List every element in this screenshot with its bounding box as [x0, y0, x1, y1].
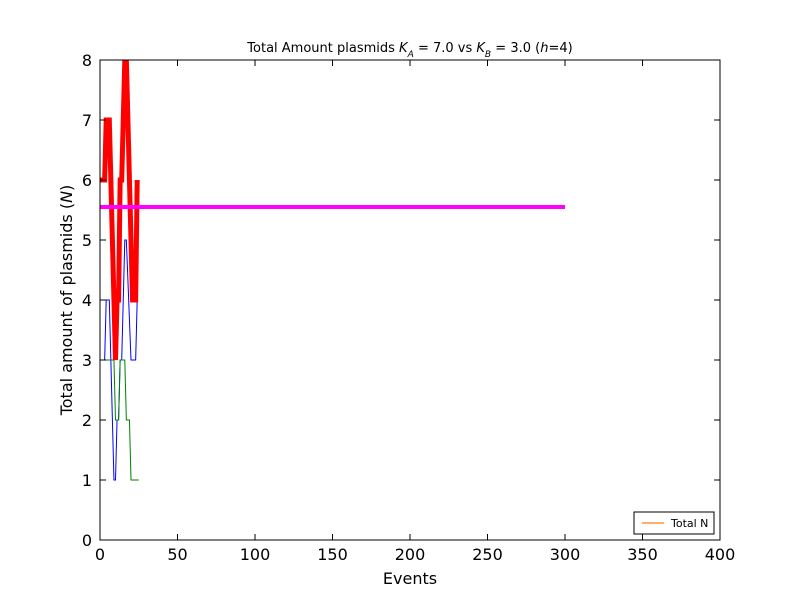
y-tick-label: 5 [82, 231, 92, 250]
x-tick-label: 150 [317, 545, 348, 564]
x-tick-label: 50 [167, 545, 187, 564]
legend-label: Total N [670, 517, 708, 530]
x-tick-label: 350 [627, 545, 658, 564]
x-tick-label: 100 [240, 545, 271, 564]
plot-frame [99, 59, 721, 541]
x-tick-label: 300 [550, 545, 581, 564]
legend: Total N [633, 511, 715, 535]
y-tick-label: 0 [82, 531, 92, 550]
series-group [100, 60, 565, 481]
x-tick-label: 0 [95, 545, 105, 564]
x-tick-label: 200 [395, 545, 426, 564]
plot-area: 0 50 100 150 200 250 300 350 400 0 1 2 3 4 5 6 7 8 [82, 51, 735, 564]
y-tick-label: 8 [82, 51, 92, 70]
series-line-2 [100, 359, 139, 481]
y-tick-label: 6 [82, 171, 92, 190]
y-tick-label: 3 [82, 351, 92, 370]
x-tick-label: 400 [705, 545, 736, 564]
x-axis-label: Events [383, 569, 437, 588]
y-tick-label: 2 [82, 411, 92, 430]
y-tick-label: 1 [82, 471, 92, 490]
chart-title: Total Amount plasmids KA = 7.0 vs KB = 3… [246, 41, 572, 60]
series-line-3 [100, 60, 140, 361]
legend-box [633, 511, 715, 535]
x-tick-label: 250 [472, 545, 503, 564]
y-tick-label: 7 [82, 111, 92, 130]
y-tick-label: 4 [82, 291, 92, 310]
y-axis-label: Total amount of plasmids (N) [57, 185, 76, 417]
